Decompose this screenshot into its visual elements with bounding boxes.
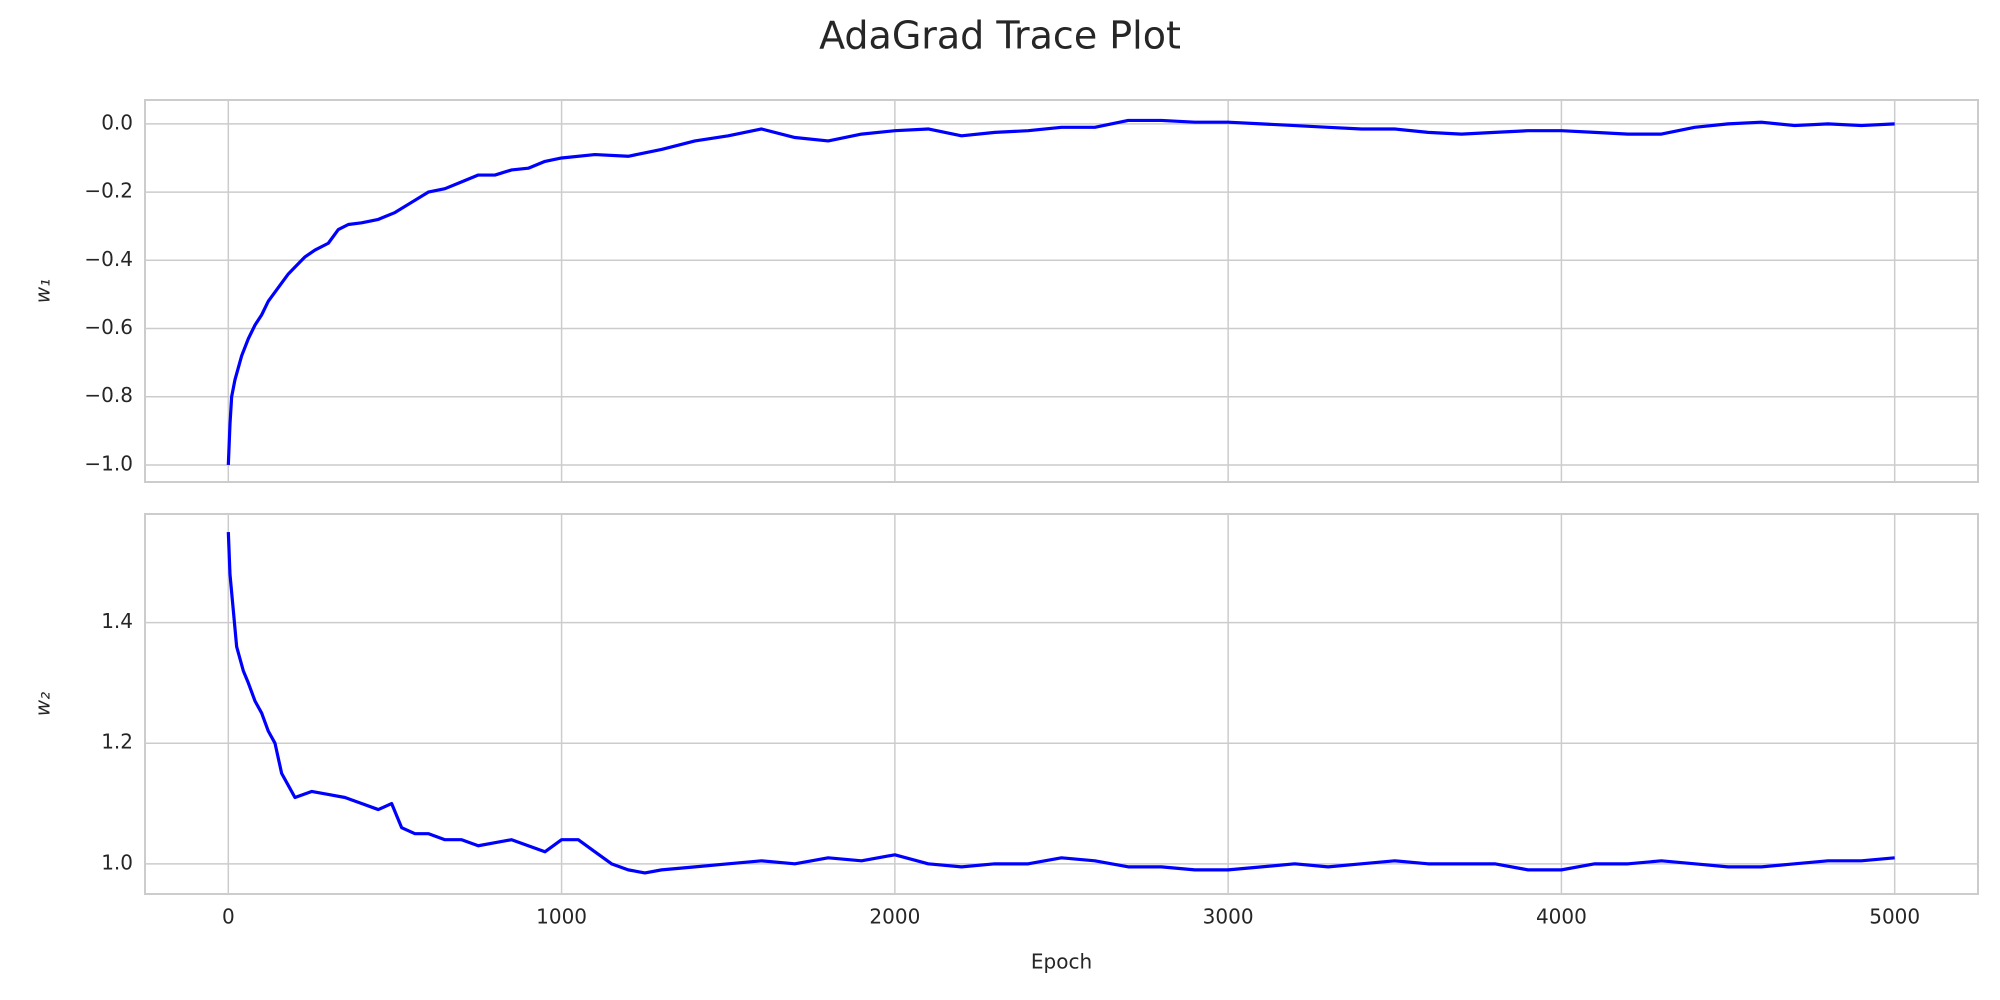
- plot-frame: [144, 513, 1979, 895]
- plot-frame: [144, 99, 1979, 483]
- x-tick-label: 5000: [1869, 905, 1920, 929]
- data-line: [226, 118, 1895, 466]
- y-tick-label: −0.4: [84, 247, 133, 271]
- y-tick-label: −0.6: [84, 315, 133, 339]
- x-tick-label: 3000: [1203, 905, 1254, 929]
- x-tick-label: 0: [222, 905, 235, 929]
- chart-title: AdaGrad Trace Plot: [819, 14, 1181, 58]
- y-tick-label: 1.2: [101, 730, 133, 754]
- y-tick-label: 0.0: [101, 110, 133, 134]
- y-tick-label: −0.2: [84, 179, 133, 203]
- data-line: [226, 532, 1895, 875]
- y-axis-label: w₁: [31, 279, 55, 303]
- x-tick-label: 1000: [536, 905, 587, 929]
- x-tick-label: 4000: [1536, 905, 1587, 929]
- y-tick-label: −0.8: [84, 383, 133, 407]
- y-tick-label: 1.0: [101, 850, 133, 874]
- x-tick-label: 2000: [869, 905, 920, 929]
- y-tick-label: −1.0: [84, 451, 133, 475]
- y-axis-label: w₂: [31, 692, 55, 716]
- y-tick-label: 1.4: [101, 609, 133, 633]
- x-axis-label: Epoch: [1031, 950, 1092, 974]
